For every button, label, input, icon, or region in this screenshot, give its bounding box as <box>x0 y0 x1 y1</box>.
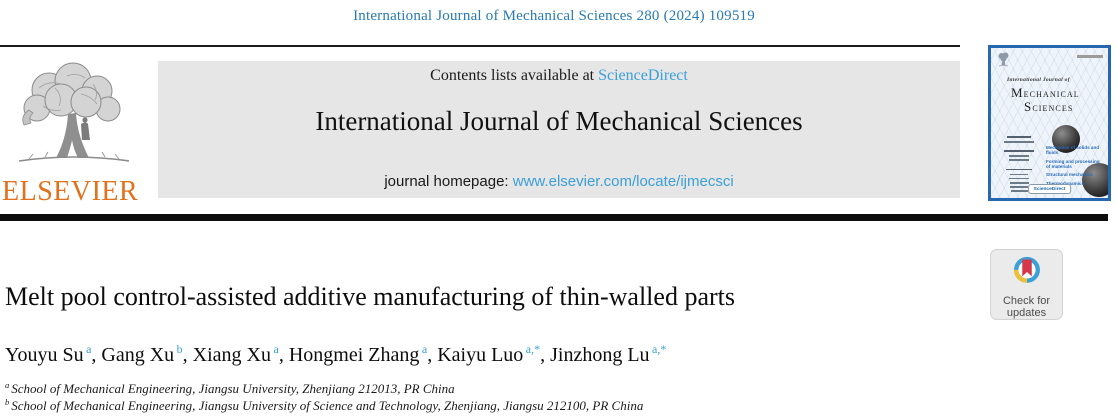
cover-sphere-icon <box>1082 163 1108 197</box>
author-line: Youyu Su a, Gang Xu b, Xiang Xu a, Hongmei … <box>5 342 955 367</box>
author-affil-sup[interactable]: b <box>176 342 183 357</box>
cover-series-line: International Journal of <box>1007 77 1070 83</box>
journal-banner: Contents lists available at ScienceDirec… <box>158 61 960 198</box>
issn-text-placeholder <box>1077 55 1103 58</box>
sciencedirect-link[interactable]: ScienceDirect <box>598 67 688 84</box>
journal-cover-thumbnail[interactable]: International Journal of MECHANICAL SCIE… <box>988 45 1111 201</box>
affiliation-line: b School of Mechanical Engineering, Jiang… <box>5 397 1005 414</box>
contents-line: Contents lists available at ScienceDirec… <box>158 67 960 85</box>
author-name: Hongmei Zhang <box>288 344 420 366</box>
affiliation-text: School of Mechanical Engineering, Jiangs… <box>11 381 455 396</box>
author-name: Xiang Xu <box>192 344 271 366</box>
cover-topic: Forming and processing of materials <box>1046 158 1100 169</box>
homepage-prefix: journal homepage: <box>384 173 509 190</box>
author-affil-sup[interactable]: a <box>421 342 428 357</box>
author-affil-sup[interactable]: a,* <box>525 342 541 357</box>
homepage-url-link[interactable]: www.elsevier.com/locate/ijmecsci <box>512 173 734 190</box>
author-separator: , <box>427 344 438 366</box>
author-name: Youyu Su <box>5 344 84 366</box>
cover-topic: Thermodynamics <box>1046 181 1104 186</box>
cover-editors-placeholder <box>998 136 1040 195</box>
cover-title-line2: SCIENCES <box>1024 99 1074 114</box>
cover-title-line1: MECHANICAL <box>1011 85 1080 100</box>
cover-topic: Structural mechanics <box>1046 172 1093 178</box>
elsevier-mini-tree-icon <box>998 52 1009 67</box>
author-name: Gang Xu <box>101 344 175 366</box>
author: Jinzhong Lu a,* <box>550 342 667 366</box>
top-divider <box>0 45 960 47</box>
author-affil-sup[interactable]: a <box>273 342 279 357</box>
check-badge-label: Check for updates <box>1002 295 1051 319</box>
author: Gang Xu b, <box>101 342 193 366</box>
check-for-updates-badge[interactable]: Check for updates <box>990 249 1063 320</box>
author-separator: , <box>182 344 193 366</box>
author-affil-sup[interactable]: a <box>86 342 92 357</box>
elsevier-logo[interactable]: ELSEVIER <box>2 56 156 207</box>
cover-topic: Mechanics of solids and fluids <box>1046 145 1100 155</box>
elsevier-wordmark: ELSEVIER <box>2 176 139 207</box>
affiliation-line: a School of Mechanical Engineering, Jiang… <box>5 380 1005 397</box>
thick-divider <box>0 214 1108 221</box>
contents-prefix: Contents lists available at <box>430 67 595 84</box>
author: Kaiyu Luo a,*, <box>437 342 551 366</box>
cover-sciencedirect-badge: ScienceDirect <box>1027 184 1072 194</box>
author: Youyu Su a, <box>5 342 102 366</box>
author-affil-sup[interactable]: a,* <box>652 342 667 357</box>
cover-sphere-icon <box>1052 125 1080 153</box>
affiliations: a School of Mechanical Engineering, Jiang… <box>5 380 1005 414</box>
affiliation-marker: b <box>5 396 10 407</box>
affiliation-text: School of Mechanical Engineering, Jiangs… <box>11 398 644 413</box>
author-separator: , <box>91 344 102 366</box>
homepage-line: journal homepage: www.elsevier.com/locat… <box>158 173 960 190</box>
author: Xiang Xu a, <box>192 342 289 366</box>
author-name: Jinzhong Lu <box>550 344 650 366</box>
author: Hongmei Zhang a, <box>288 342 438 366</box>
author-name: Kaiyu Luo <box>437 344 524 366</box>
article-title: Melt pool control-assisted additive manu… <box>5 282 735 311</box>
cover-topics: Mechanics of solids and fluids Forming a… <box>1046 145 1104 189</box>
author-separator: , <box>278 344 289 366</box>
journal-title: International Journal of Mechanical Scie… <box>315 106 803 136</box>
elsevier-tree-icon <box>18 62 130 162</box>
author-separator: , <box>540 344 551 366</box>
journal-citation: International Journal of Mechanical Scie… <box>353 8 755 24</box>
affiliation-marker: a <box>5 379 10 390</box>
check-updates-icon <box>1013 256 1040 283</box>
